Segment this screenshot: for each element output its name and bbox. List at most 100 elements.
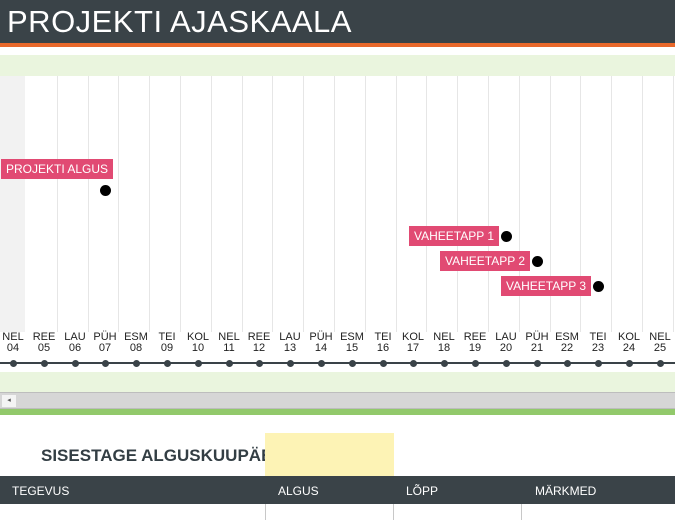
axis-tick-dot bbox=[10, 360, 17, 367]
axis-tick-dot bbox=[256, 360, 263, 367]
day-label: NEL 11 bbox=[213, 332, 245, 354]
day-date: 14 bbox=[314, 342, 328, 354]
milestone-dot bbox=[532, 256, 543, 267]
gridline bbox=[396, 76, 397, 332]
axis-tick-dot bbox=[164, 360, 171, 367]
day-date: 09 bbox=[160, 342, 174, 354]
axis-tick-dot bbox=[472, 360, 479, 367]
start-date-input[interactable] bbox=[265, 433, 394, 476]
top-band bbox=[0, 55, 675, 76]
day-weekday: NEL bbox=[2, 331, 24, 343]
axis-tick-dot bbox=[380, 360, 387, 367]
table-cell-algus[interactable] bbox=[266, 504, 394, 520]
table-cell-tegevus[interactable] bbox=[0, 504, 266, 520]
day-weekday: PÜH bbox=[525, 331, 549, 343]
gridline bbox=[303, 76, 304, 332]
axis-tick-dot bbox=[287, 360, 294, 367]
day-weekday: KOL bbox=[401, 331, 424, 343]
day-label: LAU 13 bbox=[274, 332, 306, 354]
day-date: 19 bbox=[468, 342, 482, 354]
day-date: 15 bbox=[345, 342, 359, 354]
gridline bbox=[519, 76, 520, 332]
milestone-label[interactable]: PROJEKTI ALGUS bbox=[1, 159, 114, 179]
day-date: 21 bbox=[530, 342, 544, 354]
day-weekday: REE bbox=[247, 331, 271, 343]
day-weekday: KOL bbox=[186, 331, 209, 343]
axis-tick-dot bbox=[595, 360, 602, 367]
day-weekday: ESM bbox=[340, 331, 364, 343]
gridline bbox=[365, 76, 366, 332]
gridline bbox=[334, 76, 335, 332]
table-cell-lopp[interactable] bbox=[394, 504, 522, 520]
day-label: ESM 08 bbox=[120, 332, 152, 354]
scroll-left-arrow-icon[interactable]: ◂ bbox=[2, 395, 16, 407]
column-header-lopp: LÕPP bbox=[406, 484, 439, 498]
gridline bbox=[457, 76, 458, 332]
timeline-chart: NEL 04 REE 05 LAU 06 PÜH 07 ESM 08 TEI 09 KOL 10 NEL 11… bbox=[0, 76, 675, 372]
bottom-band bbox=[0, 372, 675, 392]
table-cell-markmed[interactable] bbox=[522, 504, 675, 520]
day-date: 17 bbox=[406, 342, 420, 354]
day-label: KOL 10 bbox=[182, 332, 214, 354]
gridline bbox=[488, 76, 489, 332]
gridline bbox=[611, 76, 612, 332]
accent-stripe bbox=[0, 43, 675, 47]
axis-tick-dot bbox=[503, 360, 510, 367]
axis-tick-dot bbox=[441, 360, 448, 367]
milestone-label[interactable]: VAHEETAPP 1 bbox=[409, 226, 500, 246]
gridline bbox=[580, 76, 581, 332]
day-label: LAU 20 bbox=[490, 332, 522, 354]
day-label: PÜH 21 bbox=[521, 332, 553, 354]
day-date: 22 bbox=[560, 342, 574, 354]
gridline bbox=[149, 76, 150, 332]
day-weekday: TEI bbox=[158, 331, 176, 343]
day-weekday: ESM bbox=[555, 331, 579, 343]
day-date: 23 bbox=[591, 342, 605, 354]
gridline bbox=[272, 76, 273, 332]
day-label: TEI 16 bbox=[367, 332, 399, 354]
milestone-label[interactable]: VAHEETAPP 2 bbox=[440, 251, 531, 271]
axis-tick-dot bbox=[410, 360, 417, 367]
day-label: KOL 24 bbox=[613, 332, 645, 354]
gridline bbox=[673, 76, 674, 332]
axis-tick-dot bbox=[102, 360, 109, 367]
day-label: PÜH 07 bbox=[89, 332, 121, 354]
day-date: 12 bbox=[252, 342, 266, 354]
gridline bbox=[180, 76, 181, 332]
day-label: NEL 04 bbox=[0, 332, 29, 354]
axis-tick-dot bbox=[534, 360, 541, 367]
day-date: 25 bbox=[653, 342, 667, 354]
day-date: 11 bbox=[223, 342, 235, 354]
day-label: REE 12 bbox=[243, 332, 275, 354]
column-header-algus: ALGUS bbox=[278, 484, 319, 498]
day-date: 24 bbox=[622, 342, 636, 354]
day-label: REE 05 bbox=[28, 332, 60, 354]
start-date-label: SISESTAGE ALGUSKUUPÄEV: bbox=[41, 446, 289, 465]
gridline bbox=[118, 76, 119, 332]
axis-tick-dot bbox=[133, 360, 140, 367]
day-weekday: NEL bbox=[433, 331, 455, 343]
day-weekday: NEL bbox=[649, 331, 671, 343]
day-label: NEL 25 bbox=[644, 332, 675, 354]
axis-tick-dot bbox=[626, 360, 633, 367]
gridline bbox=[642, 76, 643, 332]
day-weekday: KOL bbox=[617, 331, 640, 343]
axis-tick-dot bbox=[226, 360, 233, 367]
day-label: KOL 17 bbox=[397, 332, 429, 354]
horizontal-scrollbar[interactable]: ◂ bbox=[0, 392, 675, 409]
gridline bbox=[550, 76, 551, 332]
day-weekday: LAU bbox=[64, 331, 86, 343]
gridline bbox=[242, 76, 243, 332]
day-date: 08 bbox=[129, 342, 143, 354]
day-date: 16 bbox=[376, 342, 390, 354]
milestone-label[interactable]: VAHEETAPP 3 bbox=[501, 276, 592, 296]
axis-tick-dot bbox=[195, 360, 202, 367]
axis-tick-dot bbox=[349, 360, 356, 367]
day-date: 04 bbox=[6, 342, 20, 354]
day-label: LAU 06 bbox=[59, 332, 91, 354]
gridline bbox=[426, 76, 427, 332]
day-date: 13 bbox=[283, 342, 297, 354]
day-date: 05 bbox=[37, 342, 51, 354]
axis-tick-dot bbox=[657, 360, 664, 367]
day-label: TEI 09 bbox=[151, 332, 183, 354]
